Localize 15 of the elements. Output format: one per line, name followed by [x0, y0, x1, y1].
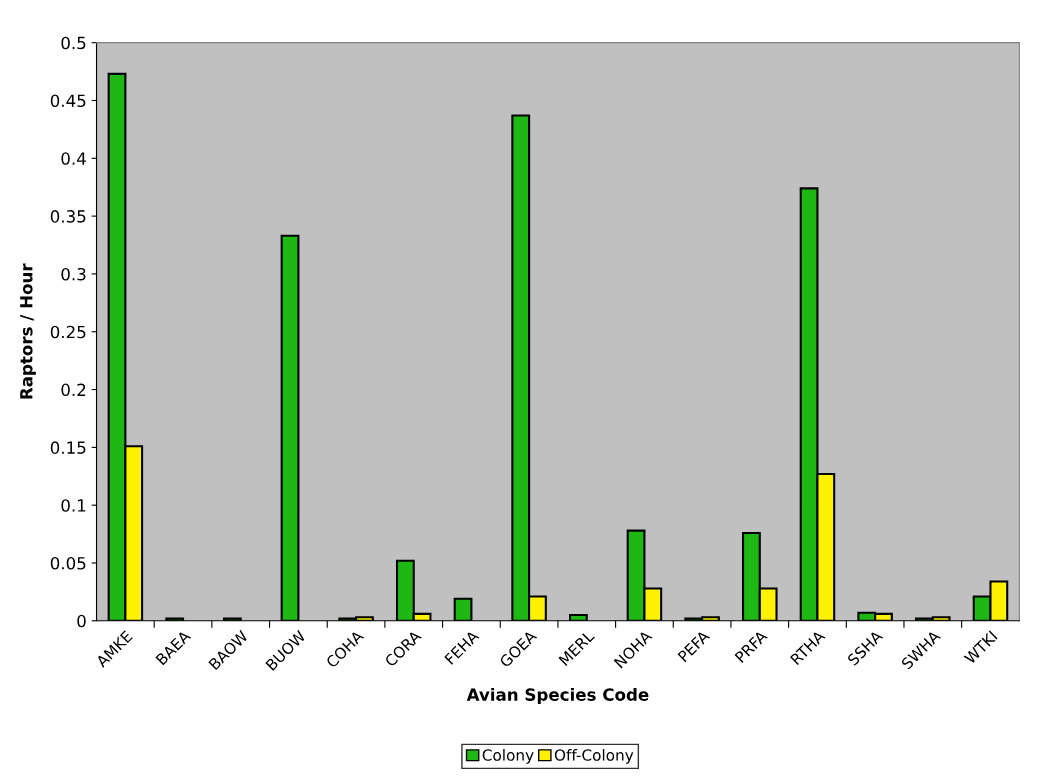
y-tick-label: 0.35: [50, 210, 86, 223]
y-tick-label: 0.45: [50, 94, 86, 108]
y-tick-label: 0.3: [61, 267, 86, 281]
y-tick-label: 0.5: [61, 36, 86, 50]
x-axis-title: Avian Species Code: [466, 687, 649, 705]
y-tick-label: 0.05: [50, 556, 86, 570]
y-tick-label: 0.25: [50, 325, 86, 339]
y-axis-title: Raptors / Hour: [20, 263, 36, 399]
y-tick-label: 0.4: [61, 152, 86, 165]
y-tick-label: 0: [77, 614, 86, 628]
y-tick-label: 0.15: [50, 441, 86, 454]
y-tick-label: 0.2: [61, 383, 86, 397]
legend-label: Colony: [482, 748, 534, 764]
y-tick-label: 0.1: [61, 499, 86, 512]
legend-label: Off-Colony: [554, 748, 634, 764]
